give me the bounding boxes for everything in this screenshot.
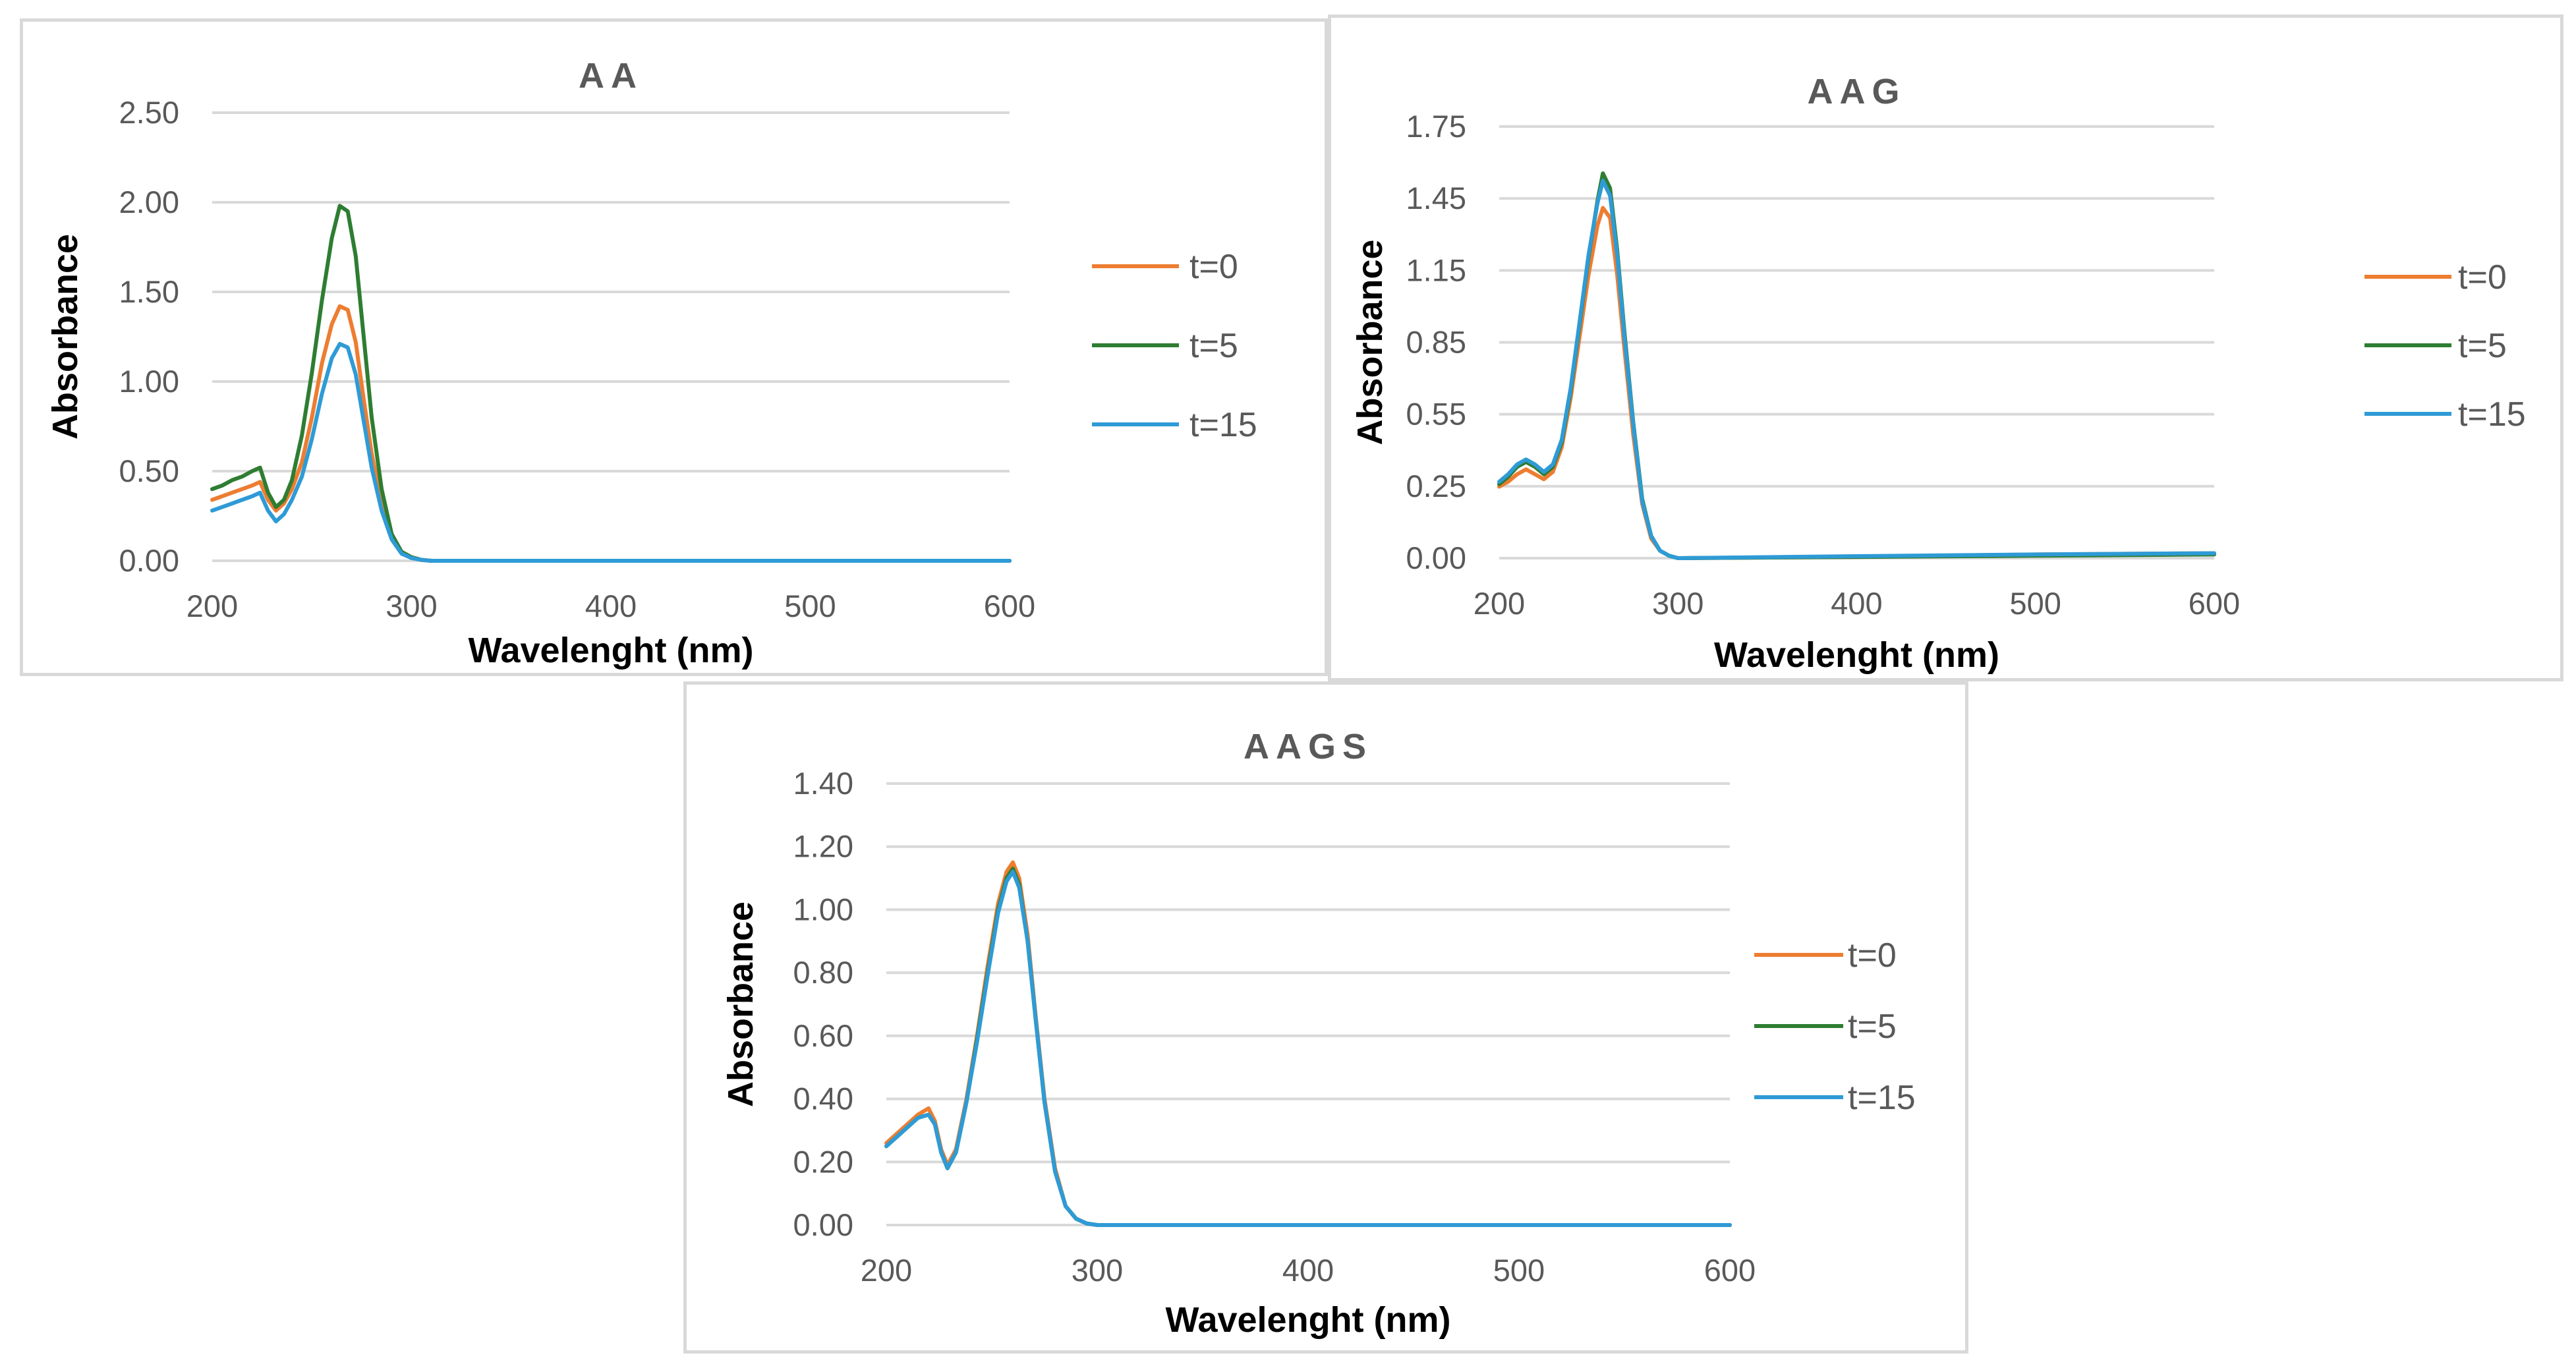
legend-label: t=5 [1189, 327, 1238, 365]
y-tick-label: 0.55 [1406, 397, 1466, 432]
chart-aag: 0.00 0.25 0.55 0.85 1.15 1.45 1.75 200 300 400 500… [1350, 72, 2526, 675]
y-tick-label: 2.00 [119, 185, 179, 219]
y-tick-label: 0.25 [1406, 469, 1466, 503]
chart-panel-aa: 0.00 0.50 1.00 1.50 2.00 2.50 200 300 400 500 600 A… [20, 18, 1328, 676]
legend-label: t=0 [2458, 258, 2507, 297]
x-tick-label: 300 [386, 588, 437, 623]
legend-label: t=0 [1189, 248, 1238, 286]
x-tick-label: 500 [1493, 1253, 1545, 1288]
y-tick-label: 1.45 [1406, 181, 1466, 215]
legend-label: t=15 [1189, 406, 1257, 444]
x-tick-label: 400 [1831, 586, 1882, 621]
series-line-t-5 [210, 204, 1012, 563]
x-axis-label: Wavelenght (nm) [468, 631, 753, 670]
x-tick-label: 200 [186, 588, 238, 623]
y-tick-label: 1.50 [119, 274, 179, 309]
chart-panel-aags: 0.00 0.20 0.40 0.60 0.80 1.00 1.20 1.40 200 300 40… [683, 681, 1968, 1354]
x-tick-label: 500 [2010, 586, 2061, 621]
x-tick-label: 500 [784, 588, 836, 623]
x-tick-label: 400 [1282, 1253, 1334, 1288]
x-tick-label: 300 [1652, 586, 1703, 621]
y-axis-label: Absorbance [45, 234, 85, 440]
y-tick-label: 0.00 [793, 1207, 853, 1242]
series-line-t-15 [1497, 179, 2216, 560]
y-tick-label: 0.40 [793, 1081, 853, 1116]
y-tick-label: 1.20 [793, 829, 853, 864]
x-tick-label: 600 [2189, 586, 2240, 621]
legend-label: t=5 [2458, 327, 2507, 365]
y-tick-label: 0.00 [1406, 540, 1466, 575]
y-tick-label: 2.50 [119, 95, 179, 130]
y-axis-label: Absorbance [1350, 239, 1390, 445]
x-tick-label: 200 [1474, 586, 1525, 621]
chart-title: AAGS [1244, 727, 1373, 766]
y-tick-label: 0.50 [119, 453, 179, 488]
y-tick-label: 0.00 [119, 543, 179, 578]
series-line-t-15 [884, 870, 1732, 1227]
series-line-t-5 [884, 867, 1732, 1227]
series-line-t-15 [210, 341, 1012, 563]
y-tick-label: 1.00 [793, 892, 853, 927]
x-tick-label: 200 [861, 1253, 912, 1288]
series-line-t-0 [884, 860, 1732, 1227]
x-axis-label: Wavelenght (nm) [1165, 1300, 1450, 1340]
y-tick-label: 0.80 [793, 955, 853, 990]
y-tick-label: 1.75 [1406, 109, 1466, 144]
chart-panel-aag: 0.00 0.25 0.55 0.85 1.15 1.45 1.75 200 300 400 500… [1328, 14, 2563, 681]
legend-label: t=15 [2458, 395, 2526, 434]
x-tick-label: 300 [1072, 1253, 1123, 1288]
chart-aags: 0.00 0.20 0.40 0.60 0.80 1.00 1.20 1.40 200 300 40… [721, 727, 1916, 1340]
x-tick-label: 600 [1704, 1253, 1756, 1288]
chart-title: AAG [1808, 72, 1906, 111]
series-line-t-0 [1497, 206, 2216, 560]
chart-title: AA [579, 56, 643, 96]
series-line-t-5 [1497, 171, 2216, 560]
y-tick-label: 0.85 [1406, 325, 1466, 360]
series-line-t-0 [210, 304, 1012, 563]
y-tick-label: 1.00 [119, 364, 179, 399]
x-tick-label: 600 [984, 588, 1035, 623]
y-axis-label: Absorbance [721, 901, 760, 1107]
y-tick-label: 0.20 [793, 1144, 853, 1179]
y-tick-label: 1.15 [1406, 252, 1466, 287]
chart-aa: 0.00 0.50 1.00 1.50 2.00 2.50 200 300 400 500 600 A… [45, 56, 1257, 670]
x-axis-label: Wavelenght (nm) [1714, 635, 1999, 675]
x-tick-label: 400 [585, 588, 637, 623]
legend-label: t=5 [1848, 1008, 1897, 1046]
y-tick-label: 0.60 [793, 1018, 853, 1053]
legend-label: t=15 [1848, 1079, 1916, 1117]
y-tick-label: 1.40 [793, 766, 853, 801]
legend-label: t=0 [1848, 936, 1897, 975]
